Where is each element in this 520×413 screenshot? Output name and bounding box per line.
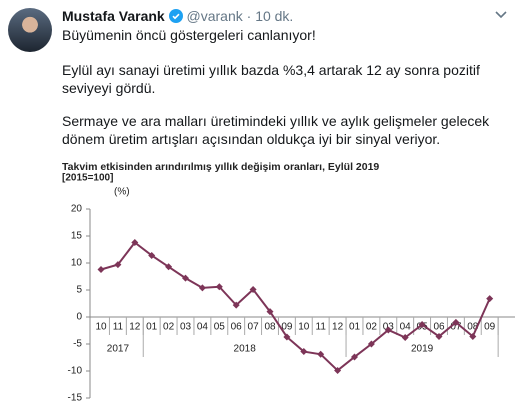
y-tick-label: 15 — [71, 231, 83, 242]
point-marker — [469, 332, 477, 340]
point-marker — [283, 333, 291, 341]
tweet-text: Eylül ayı sanayi üretimi yıllık bazda %3… — [62, 62, 480, 96]
tweet-header: Mustafa Varank @varank · 10 dk. — [62, 8, 293, 24]
x-tick-label: 08 — [467, 322, 479, 333]
point-marker — [165, 263, 173, 271]
point-marker — [334, 366, 342, 374]
x-tick-label: 07 — [248, 322, 260, 333]
y-axis-label: (%) — [114, 187, 130, 198]
x-tick-label: 04 — [400, 322, 412, 333]
point-marker — [367, 340, 375, 348]
x-tick-label: 03 — [180, 322, 192, 333]
avatar[interactable] — [8, 8, 52, 52]
verified-badge — [168, 9, 183, 23]
series-line — [100, 241, 491, 372]
tweet-text: Sermaye ve ara malları üretimindeki yıll… — [62, 113, 490, 147]
point-marker — [351, 353, 358, 361]
year-label: 2019 — [411, 344, 434, 355]
point-marker — [401, 334, 409, 342]
point-marker — [148, 251, 156, 259]
user-handle[interactable]: @varank — [186, 8, 243, 24]
menu-chevron[interactable] — [494, 10, 508, 20]
y-tick-label: 0 — [76, 312, 82, 323]
point-marker — [452, 318, 460, 326]
user-name[interactable]: Mustafa Varank — [62, 8, 165, 24]
x-tick-label: 05 — [214, 322, 226, 333]
chart[interactable]: Takvim etkisinden arındırılmış yıllık de… — [62, 160, 520, 413]
point-marker — [249, 285, 257, 293]
point-marker — [198, 284, 206, 292]
y-tick-label: -5 — [73, 339, 82, 350]
point-marker — [435, 332, 443, 340]
tweet-text: Büyümenin öncü göstergeleri canlanıyor! — [62, 27, 316, 43]
x-tick-label: 06 — [433, 322, 445, 333]
point-marker — [384, 326, 392, 334]
point-marker — [232, 301, 240, 309]
point-marker — [317, 350, 325, 358]
x-tick-label: 07 — [450, 322, 462, 333]
x-tick-label: 08 — [264, 322, 276, 333]
point-marker — [97, 265, 105, 273]
y-tick-label: -10 — [68, 366, 83, 377]
x-tick-label: 11 — [316, 322, 327, 333]
chart-subtitle: [2015=100] — [62, 173, 113, 184]
x-tick-label: 09 — [484, 322, 496, 333]
point-marker — [182, 274, 189, 282]
point-marker — [300, 348, 308, 356]
point-marker — [114, 261, 122, 269]
x-tick-label: 01 — [349, 322, 361, 333]
time[interactable]: 10 dk. — [255, 8, 294, 24]
x-tick-label: 01 — [146, 322, 158, 333]
x-tick-label: 11 — [113, 322, 124, 333]
year-label: 2018 — [234, 344, 257, 355]
y-tick-label: -15 — [68, 393, 83, 404]
x-tick-label: 02 — [366, 322, 378, 333]
x-tick-label: 04 — [197, 322, 209, 333]
point-marker — [215, 283, 223, 291]
y-tick-label: 10 — [71, 258, 83, 269]
x-tick-label: 10 — [298, 322, 310, 333]
y-tick-label: 5 — [76, 285, 82, 296]
point-marker — [266, 308, 274, 316]
x-tick-label: 12 — [129, 322, 141, 333]
chart-title: Takvim etkisinden arındırılmış yıllık de… — [62, 161, 379, 173]
point-marker — [486, 295, 494, 303]
year-label: 2017 — [107, 344, 130, 355]
point-marker — [418, 321, 426, 329]
separator: · — [246, 8, 252, 24]
x-tick-label: 06 — [231, 322, 243, 333]
point-marker — [131, 238, 139, 246]
x-tick-label: 09 — [281, 322, 293, 333]
x-tick-label: 10 — [95, 322, 107, 333]
x-tick-label: 12 — [332, 322, 344, 333]
y-tick-label: 20 — [71, 204, 83, 215]
x-tick-label: 02 — [163, 322, 175, 333]
